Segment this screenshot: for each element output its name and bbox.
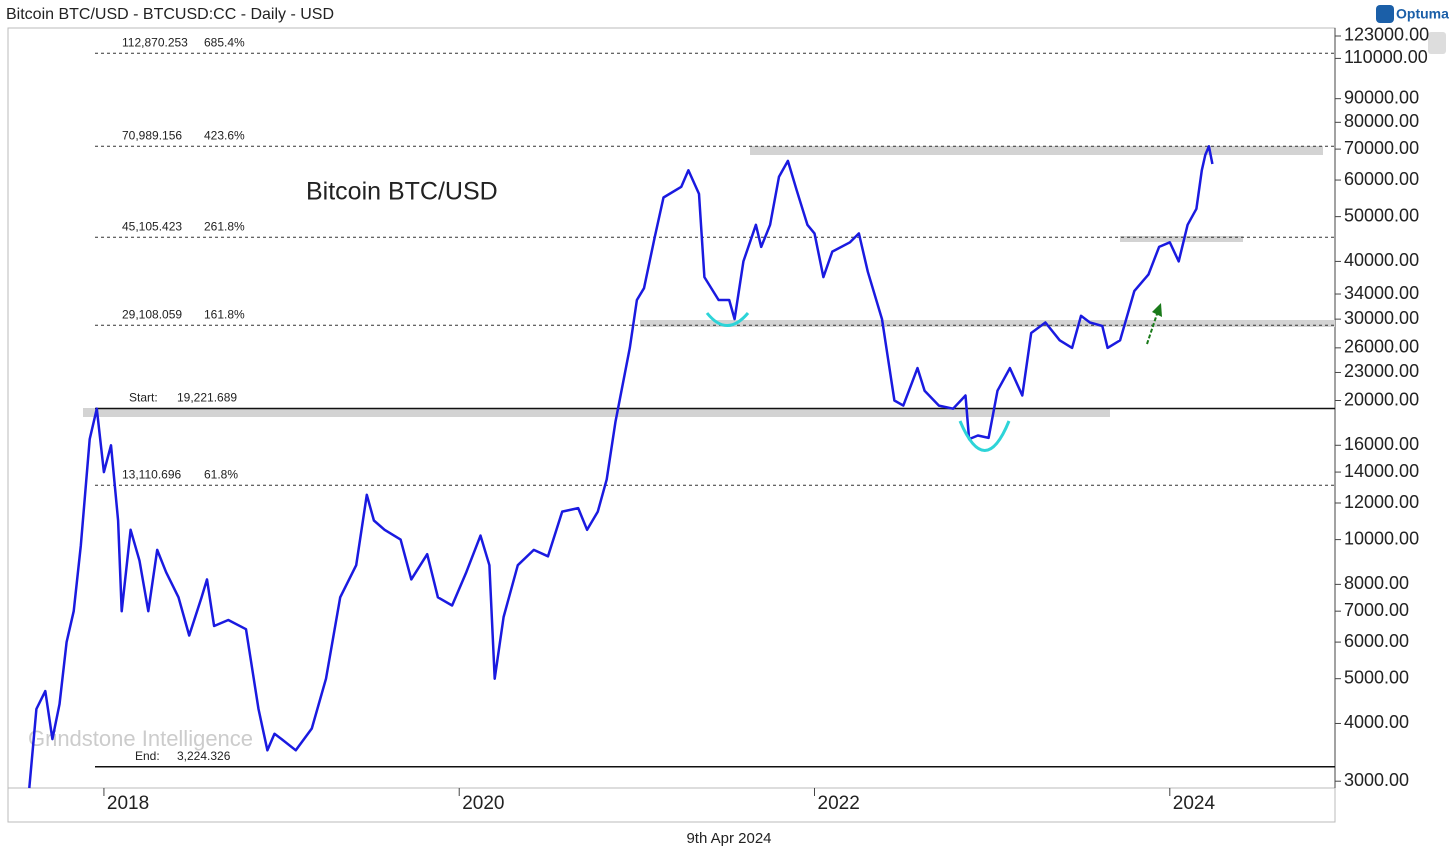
resistance-band: [750, 146, 1323, 155]
y-tick-label: 80000.00: [1344, 111, 1419, 131]
x-tick-label: 2024: [1173, 793, 1216, 814]
arrow-head: [1152, 303, 1162, 317]
fib-level-ratio: 261.8%: [204, 219, 245, 233]
x-tick-label: 2018: [107, 793, 149, 814]
y-tick-label: 34000.00: [1344, 283, 1419, 303]
y-tick-label: 70000.00: [1344, 138, 1419, 158]
y-tick-label: 50000.00: [1344, 205, 1419, 225]
end-level-text: End:: [135, 749, 160, 763]
y-tick-label: 110000.00: [1344, 47, 1428, 67]
series-annotation: Bitcoin BTC/USD: [306, 178, 498, 206]
y-tick-label: 12000.00: [1344, 492, 1419, 512]
logo: Optuma: [1396, 6, 1449, 22]
x-axis-frame: [7, 787, 1336, 823]
fib-level-value: 112,870.253: [122, 35, 188, 49]
fib-level-ratio: 423.6%: [204, 128, 245, 142]
fib-level-value: 13,110.696: [122, 467, 181, 481]
date-label: 9th Apr 2024: [686, 830, 771, 847]
y-tick-label: 5000.00: [1344, 667, 1409, 687]
end-level-value: 3,224.326: [177, 749, 231, 763]
logo-icon: [1376, 5, 1394, 23]
y-tick-label: 4000.00: [1344, 712, 1409, 732]
rounding-bottom-arc: [705, 312, 750, 327]
watermark: Grindstone Intelligence: [28, 726, 253, 751]
start-level-value: 19,221.689: [177, 391, 237, 405]
y-tick-label: 30000.00: [1344, 308, 1419, 328]
fib-level-value: 70,989.156: [122, 128, 182, 142]
fib-level-value: 29,108.059: [122, 307, 182, 321]
fib-level-ratio: 61.8%: [204, 467, 238, 481]
y-tick-label: 6000.00: [1344, 631, 1409, 651]
price-line: [28, 145, 1214, 789]
y-tick-label: 8000.00: [1344, 573, 1409, 593]
chart-title: Bitcoin BTC/USD - BTCUSD:CC - Daily - US…: [6, 6, 334, 23]
x-tick-label: 2022: [818, 793, 860, 814]
lock-icon: [1428, 32, 1446, 54]
y-tick-label: 20000.00: [1344, 389, 1419, 409]
y-tick-label: 60000.00: [1344, 169, 1419, 189]
fib-level-ratio: 161.8%: [204, 307, 245, 321]
x-tick-label: 2020: [462, 793, 504, 814]
y-tick-label: 90000.00: [1344, 87, 1419, 107]
y-tick-label: 10000.00: [1344, 528, 1419, 548]
arrow-shaft: [1146, 313, 1158, 345]
y-tick-label: 26000.00: [1344, 337, 1419, 357]
rounding-bottom-arc: [958, 420, 1011, 452]
y-tick-label: 23000.00: [1344, 361, 1419, 381]
support-band: [83, 408, 1110, 417]
y-tick-label: 3000.00: [1344, 770, 1409, 790]
resistance-band: [1120, 236, 1243, 242]
support-band: [640, 320, 1335, 327]
y-tick-label: 16000.00: [1344, 434, 1419, 454]
fib-level-value: 45,105.423: [122, 219, 182, 233]
y-tick-label: 7000.00: [1344, 600, 1409, 620]
start-level-text: Start:: [129, 391, 158, 405]
y-tick-label: 123000.00: [1344, 25, 1429, 45]
fib-level-ratio: 685.4%: [204, 35, 245, 49]
y-tick-label: 14000.00: [1344, 461, 1419, 481]
y-tick-label: 40000.00: [1344, 250, 1419, 270]
